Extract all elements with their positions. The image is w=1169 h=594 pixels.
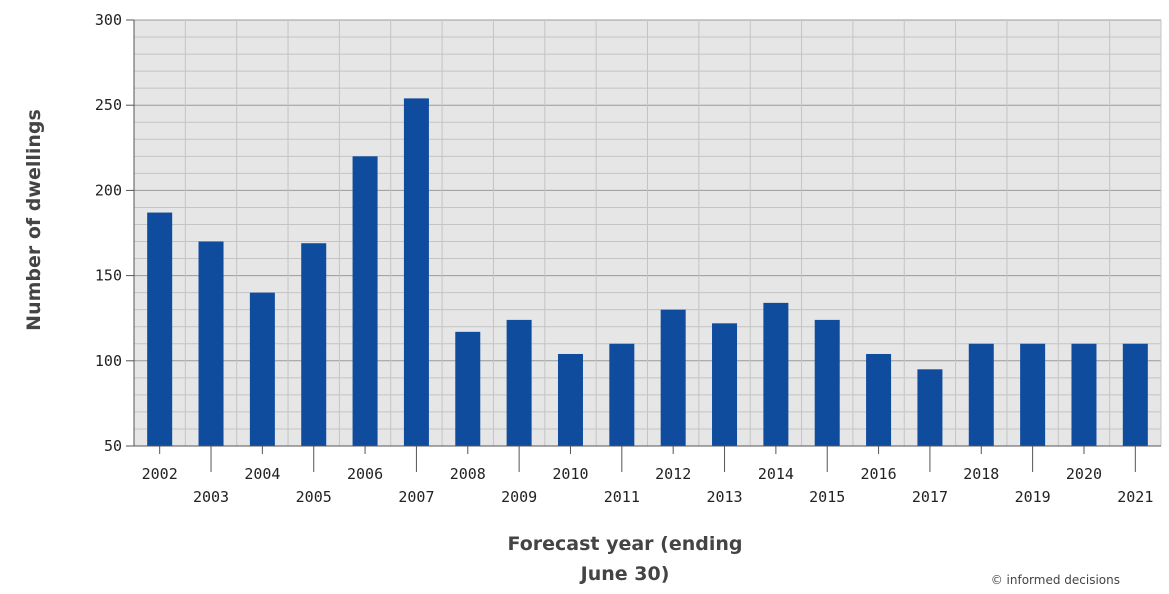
bar-2005 xyxy=(301,243,327,446)
x-tick-label-2019: 2019 xyxy=(1015,488,1051,506)
x-tick-label-2002: 2002 xyxy=(142,465,178,483)
grid-lines xyxy=(133,19,1162,447)
bar-2019 xyxy=(1020,343,1046,446)
y-tick-label: 300 xyxy=(95,11,122,29)
x-tick-label-2013: 2013 xyxy=(706,488,742,506)
x-tick-label-2017: 2017 xyxy=(912,488,948,506)
x-tick-label-2007: 2007 xyxy=(398,488,434,506)
bar-2017 xyxy=(917,369,943,446)
bar-2018 xyxy=(968,343,994,446)
bar-2003 xyxy=(198,241,224,446)
x-tick-label-2020: 2020 xyxy=(1066,465,1102,483)
x-tick-label-2009: 2009 xyxy=(501,488,537,506)
bar-2002 xyxy=(147,212,173,446)
x-tick-label-2005: 2005 xyxy=(296,488,332,506)
bar-2021 xyxy=(1122,343,1148,446)
x-tick-label-2010: 2010 xyxy=(552,465,588,483)
bar-2004 xyxy=(249,292,275,446)
bar-2010 xyxy=(557,353,583,446)
y-tick-labels: 50 100 150 200 250 300 xyxy=(95,11,134,455)
x-tick-label-2004: 2004 xyxy=(244,465,280,483)
x-tick-label-2021: 2021 xyxy=(1117,488,1153,506)
x-tick-label-2011: 2011 xyxy=(604,488,640,506)
x-tick-label-2012: 2012 xyxy=(655,465,691,483)
bar-2008 xyxy=(455,331,481,446)
bar-2007 xyxy=(403,98,429,446)
y-tick-label: 50 xyxy=(104,437,122,455)
x-tick-label-2018: 2018 xyxy=(963,465,999,483)
x-axis-title-line-1: Forecast year (ending xyxy=(507,533,742,555)
x-axis-title-line-2: June 30) xyxy=(579,563,670,585)
x-tick-label-2008: 2008 xyxy=(450,465,486,483)
y-tick-label: 150 xyxy=(95,267,122,285)
y-tick-label: 200 xyxy=(95,181,122,199)
bar-2020 xyxy=(1071,343,1097,446)
y-tick-label: 100 xyxy=(95,352,122,370)
x-tick-label-2015: 2015 xyxy=(809,488,845,506)
axes xyxy=(133,20,1161,447)
bar-2006 xyxy=(352,156,378,446)
bar-2016 xyxy=(866,353,892,446)
credit-text: © informed decisions xyxy=(991,573,1120,587)
bar-2012 xyxy=(660,309,686,446)
x-tick-labels: 2002 2003 2004 2005 2006 2007 2008 2009 2010 2011… xyxy=(142,446,1153,506)
x-tick-label-2003: 2003 xyxy=(193,488,229,506)
x-tick-label-2006: 2006 xyxy=(347,465,383,483)
bar-2015 xyxy=(814,319,840,446)
bar-2013 xyxy=(712,323,738,446)
x-tick-label-2016: 2016 xyxy=(861,465,897,483)
bar-2011 xyxy=(609,343,635,446)
y-tick-label: 250 xyxy=(95,96,122,114)
bars-group xyxy=(147,98,1148,446)
bar-2009 xyxy=(506,319,532,446)
bar-2014 xyxy=(763,302,789,446)
x-tick-label-2014: 2014 xyxy=(758,465,794,483)
y-axis-title: Number of dwellings xyxy=(23,109,45,331)
